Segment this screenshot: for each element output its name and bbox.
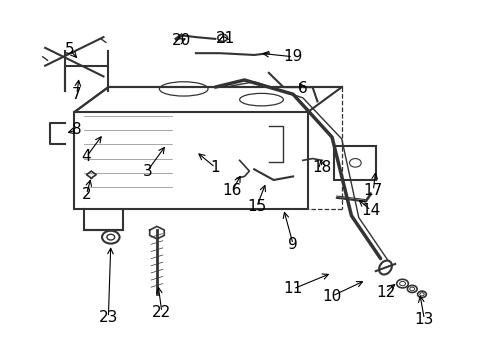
Text: 18: 18 <box>312 160 331 175</box>
Text: 1: 1 <box>210 160 220 175</box>
Text: 19: 19 <box>283 49 302 64</box>
Text: 17: 17 <box>363 183 382 198</box>
Text: 7: 7 <box>72 87 81 102</box>
Text: 22: 22 <box>152 305 171 320</box>
Text: 14: 14 <box>361 203 380 218</box>
Text: 4: 4 <box>81 149 91 164</box>
Text: 9: 9 <box>287 237 297 252</box>
Text: 6: 6 <box>297 81 307 96</box>
Text: 12: 12 <box>375 285 394 300</box>
Text: 2: 2 <box>81 187 91 202</box>
Text: 11: 11 <box>283 282 302 296</box>
Text: 15: 15 <box>246 199 266 214</box>
Text: 20: 20 <box>171 33 190 48</box>
Text: 5: 5 <box>64 42 74 57</box>
Text: 21: 21 <box>215 31 234 46</box>
Text: 23: 23 <box>99 310 118 325</box>
Polygon shape <box>86 171 96 178</box>
Text: 10: 10 <box>322 289 341 303</box>
Text: 16: 16 <box>222 183 242 198</box>
Text: 8: 8 <box>72 122 81 138</box>
Text: 13: 13 <box>414 312 433 327</box>
Text: 3: 3 <box>142 163 152 179</box>
